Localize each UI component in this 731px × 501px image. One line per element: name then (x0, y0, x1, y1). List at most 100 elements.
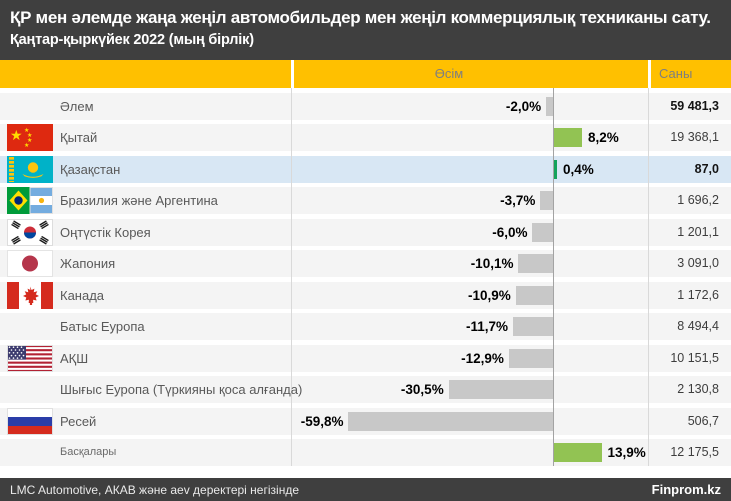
chart-subtitle: Қаңтар-қыркүйек 2022 (мың бірлік) (10, 32, 254, 48)
country-label: Қытай (60, 130, 98, 145)
growth-bar (540, 191, 553, 210)
growth-chart-cell: -2,0% (292, 93, 648, 120)
count-value: 2 130,8 (677, 382, 719, 396)
growth-chart-cell: -10,9% (292, 282, 648, 309)
table-row: Канада -10,9% 1 172,6 (0, 281, 731, 309)
growth-chart-cell: -10,1% (292, 250, 648, 277)
chart-footer: LMC Automotive, АКАВ және aev деректері … (0, 478, 731, 501)
growth-value: -11,7% (465, 319, 508, 334)
table-row: Бразилия және Аргентина -3,7% 1 696,2 (0, 187, 731, 214)
growth-value: -30,5% (400, 382, 444, 397)
svg-text:★: ★ (10, 127, 23, 143)
country-label: Басқалары (60, 446, 117, 458)
growth-bar (532, 222, 553, 242)
table-row: Басқалары 13,9% 12 175,5 (0, 439, 731, 466)
country-table: Әлем -2,0% 59 481,3 ★ ★ ★ ★ ★ Қытай 8,2% 19 … (0, 88, 731, 478)
growth-bar (546, 96, 553, 116)
count-value: 1 696,2 (677, 193, 719, 207)
country-label: Канада (60, 287, 105, 303)
chart-header: ҚР мен әлемде жаңа жеңіл автомобильдер м… (0, 0, 731, 60)
column-divider (648, 60, 651, 88)
growth-bar (515, 285, 553, 305)
flag-brazil-argentina-icon (7, 187, 53, 214)
growth-value: 13,9% (607, 445, 646, 460)
growth-chart-cell: -12,9% (292, 345, 648, 372)
growth-bar (518, 254, 553, 273)
column-header-growth: Өсім (294, 60, 648, 88)
growth-bar (554, 159, 557, 179)
growth-value: -59,8% (300, 413, 344, 429)
zero-baseline (553, 88, 554, 466)
growth-value: -12,9% (461, 350, 504, 366)
flag-canada-icon (7, 281, 53, 309)
count-value: 87,0 (694, 161, 719, 176)
table-row: Шығыс Еуропа (Түркияны қоса алғанда) -30… (0, 376, 731, 403)
table-row: Әлем -2,0% 59 481,3 (0, 92, 731, 120)
country-label: Бразилия және Аргентина (60, 193, 218, 208)
table-row: Жапония -10,1% 3 091,0 (0, 250, 731, 277)
growth-chart-cell: 8,2% (292, 124, 648, 151)
column-header-count: Саны (651, 60, 731, 88)
flag-kazakhstan-icon (7, 155, 53, 183)
count-value: 3 091,0 (677, 256, 719, 270)
country-label: Қазақстан (60, 161, 121, 177)
growth-value: -3,7% (500, 193, 536, 208)
country-label: Әлем (60, 98, 94, 114)
count-value: 19 368,1 (670, 130, 719, 144)
svg-text:★: ★ (24, 142, 29, 149)
growth-bar (348, 411, 553, 431)
country-label: Жапония (60, 256, 116, 271)
flag-china-icon: ★ ★ ★ ★ ★ (7, 124, 53, 151)
growth-bar (508, 348, 553, 368)
column-header-bar: Өсім Саны (0, 60, 731, 88)
count-value: 1 201,1 (677, 224, 719, 239)
growth-value: -10,9% (467, 287, 511, 303)
growth-bar (554, 128, 583, 147)
source-note: LMC Automotive, АКАВ және aev деректері … (10, 482, 299, 497)
country-label: Ресей (60, 413, 97, 429)
table-row: Батыс Еуропа -11,7% 8 494,4 (0, 313, 731, 340)
growth-value: -6,0% (492, 224, 528, 240)
growth-chart-cell: -59,8% (292, 408, 648, 435)
count-value: 8 494,4 (677, 319, 719, 333)
flag-usa-icon (7, 344, 53, 372)
country-label: Оңтүстік Корея (60, 224, 151, 240)
column-divider (291, 60, 294, 88)
table-row: АҚШ -12,9% 10 151,5 (0, 344, 731, 372)
brand-logo: Finprom.kz (651, 482, 721, 497)
label-column-separator-line (291, 88, 292, 466)
growth-bar (448, 380, 553, 399)
growth-value: -10,1% (470, 256, 514, 271)
count-value: 12 175,5 (670, 445, 719, 459)
growth-chart-cell: -6,0% (292, 219, 648, 246)
growth-bar (512, 317, 553, 336)
table-row: Оңтүстік Корея -6,0% 1 201,1 (0, 218, 731, 246)
country-label: Шығыс Еуропа (Түркияны қоса алғанда) (60, 382, 303, 397)
count-value: 59 481,3 (670, 98, 719, 113)
country-label: Батыс Еуропа (60, 319, 145, 334)
growth-chart-cell: -30,5% (292, 376, 648, 403)
growth-value: -2,0% (505, 98, 542, 114)
chart-title: ҚР мен әлемде жаңа жеңіл автомобильдер м… (10, 8, 711, 27)
svg-text:★: ★ (24, 127, 29, 134)
table-row: ★ ★ ★ ★ ★ Қытай 8,2% 19 368,1 (0, 124, 731, 151)
svg-text:★: ★ (27, 132, 32, 139)
country-label: АҚШ (60, 350, 89, 366)
count-column-separator-line (648, 88, 649, 466)
column-header-spacer (0, 60, 291, 88)
growth-chart-cell: 13,9% (292, 439, 648, 466)
growth-chart-cell: -11,7% (292, 313, 648, 340)
table-row: Ресей -59,8% 506,7 (0, 407, 731, 435)
count-value: 506,7 (687, 413, 719, 428)
flag-south-korea-icon (7, 218, 53, 246)
svg-text:★: ★ (27, 137, 32, 144)
count-value: 1 172,6 (677, 287, 719, 302)
growth-value: 0,4% (563, 161, 594, 177)
flag-russia-icon (7, 407, 53, 435)
growth-chart-cell: -3,7% (292, 187, 648, 214)
growth-bar (554, 443, 602, 462)
growth-chart-cell: 0,4% (292, 156, 648, 183)
flag-japan-icon (7, 250, 53, 277)
table-row: Қазақстан 0,4% 87,0 (0, 155, 731, 183)
growth-value: 8,2% (588, 130, 619, 145)
